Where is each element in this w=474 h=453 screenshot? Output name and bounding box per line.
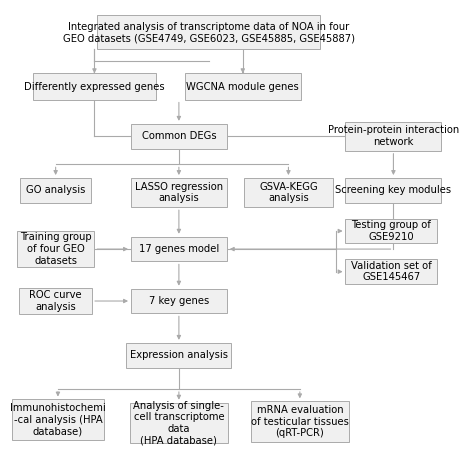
Text: Protein-protein interaction
network: Protein-protein interaction network: [328, 125, 459, 147]
Text: Differently expressed genes: Differently expressed genes: [24, 82, 165, 92]
Text: LASSO regression
analysis: LASSO regression analysis: [135, 182, 223, 203]
FancyBboxPatch shape: [131, 124, 227, 149]
FancyBboxPatch shape: [130, 403, 228, 443]
Text: Testing group of
GSE9210: Testing group of GSE9210: [351, 220, 431, 242]
Text: GO analysis: GO analysis: [26, 185, 85, 195]
FancyBboxPatch shape: [17, 231, 94, 267]
Text: Integrated analysis of transcriptome data of NOA in four
GEO datasets (GSE4749, : Integrated analysis of transcriptome dat…: [63, 21, 355, 43]
Text: Common DEGs: Common DEGs: [142, 131, 216, 141]
Text: Training group
of four GEO
datasets: Training group of four GEO datasets: [20, 232, 91, 265]
Text: Screening key modules: Screening key modules: [336, 185, 452, 195]
FancyBboxPatch shape: [33, 73, 156, 100]
FancyBboxPatch shape: [127, 343, 231, 368]
Text: Analysis of single-
cell transcriptome
data
(HPA database): Analysis of single- cell transcriptome d…: [134, 400, 224, 445]
FancyBboxPatch shape: [244, 178, 333, 207]
FancyBboxPatch shape: [12, 400, 104, 440]
FancyBboxPatch shape: [19, 288, 92, 314]
FancyBboxPatch shape: [131, 178, 227, 207]
Text: Expression analysis: Expression analysis: [130, 350, 228, 360]
FancyBboxPatch shape: [184, 73, 301, 100]
Text: mRNA evaluation
of testicular tissues
(qRT-PCR): mRNA evaluation of testicular tissues (q…: [251, 405, 349, 438]
FancyBboxPatch shape: [97, 15, 320, 49]
FancyBboxPatch shape: [20, 178, 91, 203]
Text: 17 genes model: 17 genes model: [139, 244, 219, 254]
FancyBboxPatch shape: [131, 236, 227, 261]
FancyBboxPatch shape: [131, 289, 227, 313]
FancyBboxPatch shape: [346, 219, 437, 243]
Text: 7 key genes: 7 key genes: [149, 296, 209, 306]
Text: Validation set of
GSE145467: Validation set of GSE145467: [351, 261, 431, 283]
Text: ROC curve
analysis: ROC curve analysis: [29, 290, 82, 312]
FancyBboxPatch shape: [346, 178, 441, 203]
Text: WGCNA module genes: WGCNA module genes: [186, 82, 299, 92]
FancyBboxPatch shape: [346, 259, 437, 284]
FancyBboxPatch shape: [346, 121, 441, 151]
Text: Immunohistochemi
-cal analysis (HPA
database): Immunohistochemi -cal analysis (HPA data…: [10, 403, 106, 436]
FancyBboxPatch shape: [251, 401, 349, 442]
Text: GSVA-KEGG
analysis: GSVA-KEGG analysis: [259, 182, 318, 203]
